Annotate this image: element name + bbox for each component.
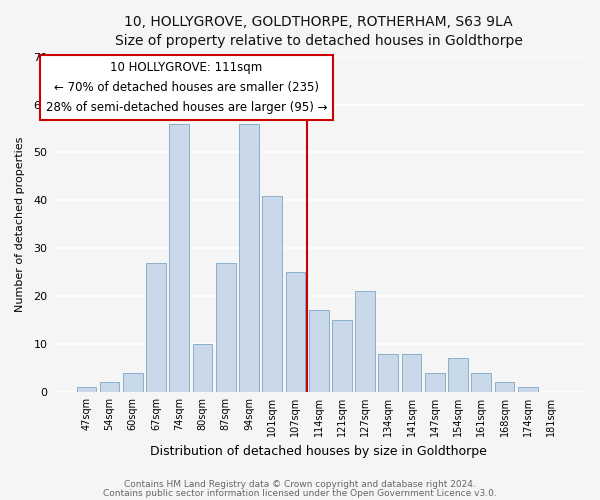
Bar xyxy=(425,373,445,392)
Bar xyxy=(100,382,119,392)
Bar xyxy=(77,387,96,392)
Bar xyxy=(379,354,398,392)
Bar xyxy=(355,292,375,392)
Title: 10, HOLLYGROVE, GOLDTHORPE, ROTHERHAM, S63 9LA
Size of property relative to deta: 10, HOLLYGROVE, GOLDTHORPE, ROTHERHAM, S… xyxy=(115,15,523,48)
Bar xyxy=(309,310,329,392)
Bar xyxy=(193,344,212,392)
Bar xyxy=(123,373,143,392)
Text: 10 HOLLYGROVE: 111sqm
← 70% of detached houses are smaller (235)
28% of semi-det: 10 HOLLYGROVE: 111sqm ← 70% of detached … xyxy=(46,61,327,114)
Bar xyxy=(332,320,352,392)
Bar xyxy=(169,124,189,392)
Bar xyxy=(401,354,421,392)
Y-axis label: Number of detached properties: Number of detached properties xyxy=(15,136,25,312)
Bar xyxy=(448,358,468,392)
Bar xyxy=(262,196,282,392)
Bar xyxy=(286,272,305,392)
Bar xyxy=(518,387,538,392)
Bar xyxy=(146,262,166,392)
Bar xyxy=(239,124,259,392)
Bar xyxy=(494,382,514,392)
Text: Contains HM Land Registry data © Crown copyright and database right 2024.: Contains HM Land Registry data © Crown c… xyxy=(124,480,476,489)
Bar xyxy=(216,262,236,392)
Bar xyxy=(472,373,491,392)
Text: Contains public sector information licensed under the Open Government Licence v3: Contains public sector information licen… xyxy=(103,488,497,498)
X-axis label: Distribution of detached houses by size in Goldthorpe: Distribution of detached houses by size … xyxy=(150,444,487,458)
